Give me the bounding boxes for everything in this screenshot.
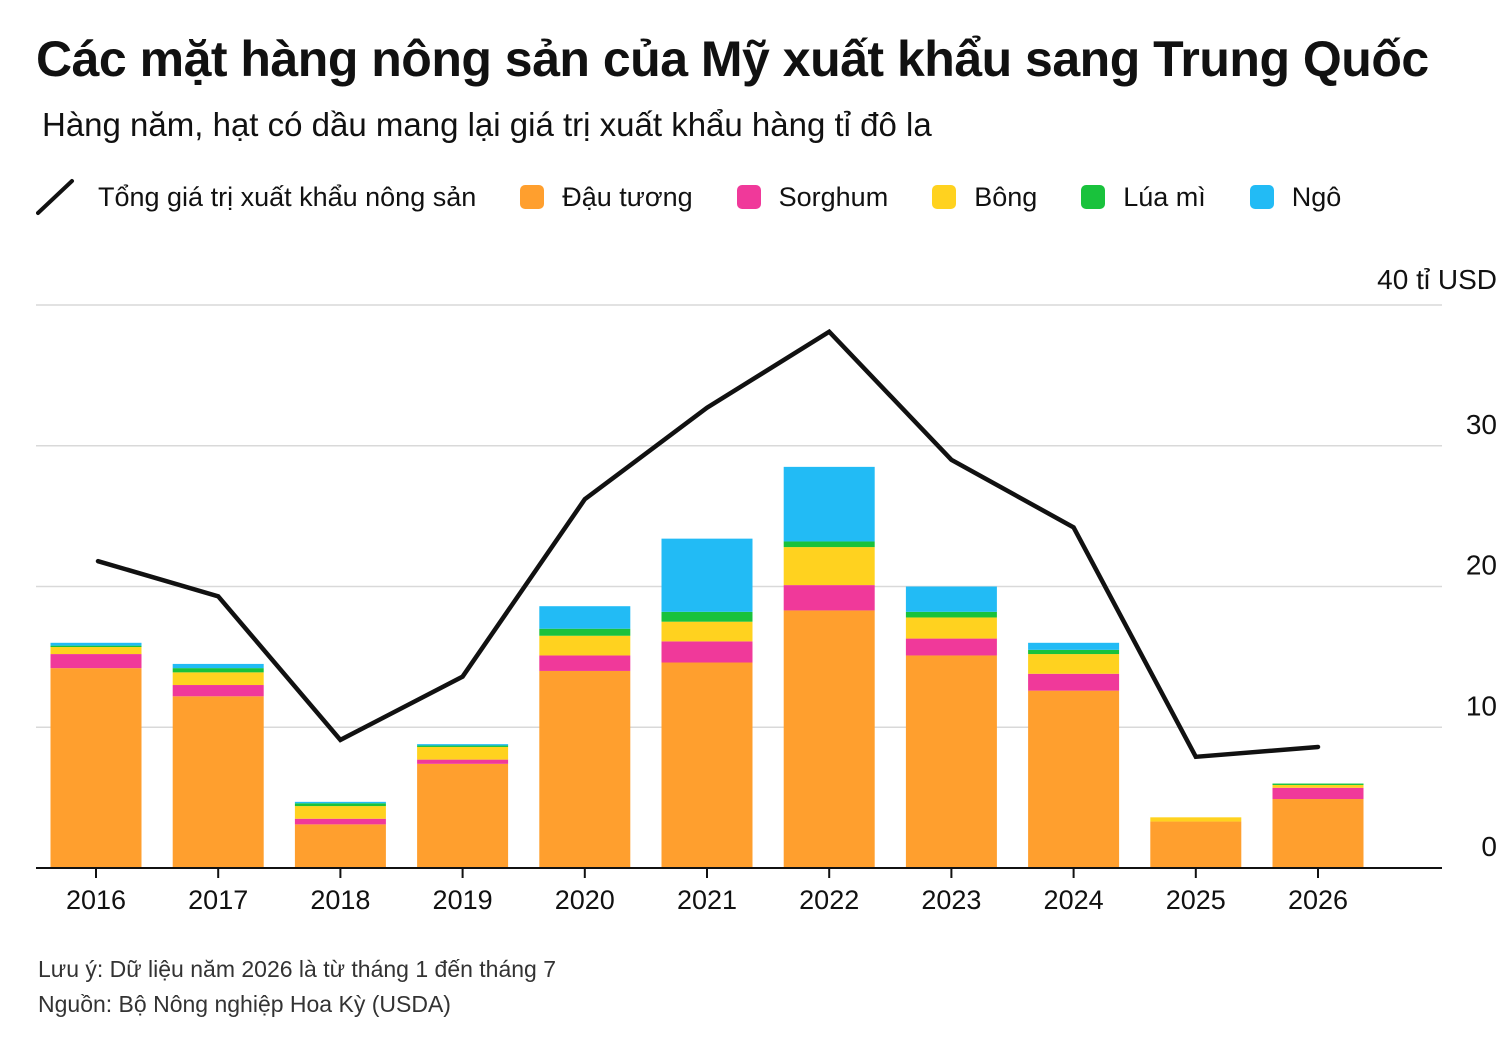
bar-segment	[539, 635, 631, 656]
bar-segment	[1028, 690, 1120, 868]
bar-segment	[294, 803, 386, 807]
y-tick-label: 0	[1481, 831, 1497, 862]
bar-segment	[417, 759, 509, 764]
bar-segment	[1028, 673, 1120, 691]
legend-swatch-wheat	[1081, 185, 1106, 209]
bar-segment	[1272, 787, 1364, 800]
bar-segment	[783, 610, 875, 868]
x-tick-label: 2019	[433, 885, 493, 915]
bar-segment	[539, 655, 631, 671]
bar-segment	[172, 663, 264, 669]
bar-segment	[661, 662, 753, 868]
legend-item-total: Tổng giá trị xuất khẩu nông sản	[36, 177, 476, 217]
bars	[50, 466, 1364, 868]
bar-segment	[661, 621, 753, 642]
bar-segment	[294, 806, 386, 819]
bar-segment	[294, 801, 386, 804]
bar-segment	[783, 541, 875, 548]
bar-segment	[905, 617, 997, 639]
bar-segment	[50, 642, 142, 646]
bar-segment	[172, 672, 264, 686]
bar-segment	[50, 654, 142, 669]
footnote: Lưu ý: Dữ liệu năm 2026 là từ tháng 1 đế…	[38, 956, 557, 982]
legend-label-cotton: Bông	[974, 181, 1038, 212]
legend-swatch-sorghum	[736, 185, 761, 209]
y-tick-label: 40 tỉ USD	[1377, 264, 1497, 295]
y-tick-label: 10	[1466, 690, 1497, 721]
x-tick-label: 2026	[1288, 885, 1348, 915]
bar-segment	[417, 745, 509, 747]
x-tick-label: 2024	[1044, 885, 1104, 915]
chart-title: Các mặt hàng nông sản của Mỹ xuất khẩu s…	[36, 31, 1429, 87]
legend-label-wheat: Lúa mì	[1123, 181, 1206, 212]
bar-segment	[1028, 642, 1120, 650]
bar-segment	[172, 668, 264, 673]
legend-swatch-corn	[1249, 185, 1274, 209]
chart-subtitle: Hàng năm, hạt có dầu mang lại giá trị xu…	[42, 106, 932, 143]
bar-segment	[294, 818, 386, 825]
bar-segment	[1272, 784, 1364, 788]
bar-segment	[294, 824, 386, 868]
total-line	[95, 328, 1321, 760]
bar-segment	[50, 647, 142, 655]
bar-segment	[783, 585, 875, 611]
legend-label-corn: Ngô	[1291, 181, 1342, 212]
source-note: Nguồn: Bộ Nông nghiệp Hoa Kỳ (USDA)	[38, 991, 451, 1017]
bar-segment	[50, 668, 142, 868]
bar-segment	[417, 744, 509, 746]
bar-segment	[172, 696, 264, 868]
bar-segment	[1150, 817, 1242, 822]
bar-segment	[905, 638, 997, 656]
y-tick-label: 20	[1466, 550, 1497, 581]
legend-item-cotton: Bông	[932, 182, 1037, 213]
bar-segment	[417, 763, 509, 868]
legend-item-wheat: Lúa mì	[1081, 182, 1206, 213]
stacked-bar-chart: 0 10 20 30 40 tỉ USD 2016 2017 2018 2019 2020 2021…	[36, 264, 1497, 915]
legend-label-sorghum: Sorghum	[778, 181, 889, 212]
bar-segment	[1272, 799, 1364, 868]
bar-segment	[1272, 783, 1364, 785]
legend: Tổng giá trị xuất khẩu nông sản Đậu tươn…	[36, 176, 1385, 218]
legend-item-corn: Ngô	[1249, 181, 1342, 213]
legend-line-icon	[36, 179, 74, 215]
bar-segment	[783, 466, 875, 542]
x-tick-label: 2016	[66, 885, 126, 915]
legend-label-total: Tổng giá trị xuất khẩu nông sản	[98, 181, 477, 212]
bar-segment	[905, 586, 997, 612]
bar-segment	[172, 685, 264, 697]
bar-segment	[905, 655, 997, 868]
legend-swatch-soybean	[520, 185, 545, 209]
x-tick-label: 2020	[555, 885, 615, 915]
bar-segment	[783, 547, 875, 586]
bar-segment	[661, 641, 753, 663]
x-tick-label: 2022	[799, 885, 859, 915]
x-tick-label: 2017	[188, 885, 248, 915]
legend-item-soybean: Đậu tương	[520, 181, 693, 213]
bar-segment	[661, 538, 753, 612]
x-tick-label: 2018	[310, 885, 370, 915]
bar-segment	[539, 606, 631, 629]
legend-swatch-cotton	[932, 185, 957, 209]
bar-segment	[539, 628, 631, 636]
x-tick-label: 2023	[921, 885, 981, 915]
x-tick-label: 2025	[1166, 885, 1226, 915]
y-tick-label: 30	[1466, 409, 1497, 440]
bar-segment	[905, 611, 997, 618]
bar-segment	[539, 670, 631, 868]
axes: 0 10 20 30 40 tỉ USD 2016 2017 2018 2019 2020 2021…	[36, 264, 1497, 915]
bar-segment	[50, 645, 142, 648]
bar-segment	[1150, 821, 1242, 868]
bar-segment	[1028, 654, 1120, 674]
total-exports-line	[95, 328, 1321, 760]
x-tick-label: 2021	[677, 885, 737, 915]
legend-label-soybean: Đậu tương	[562, 181, 693, 212]
bar-segment	[1028, 649, 1120, 655]
legend-item-sorghum: Sorghum	[736, 181, 889, 213]
bar-segment	[417, 746, 509, 760]
bar-segment	[661, 611, 753, 622]
